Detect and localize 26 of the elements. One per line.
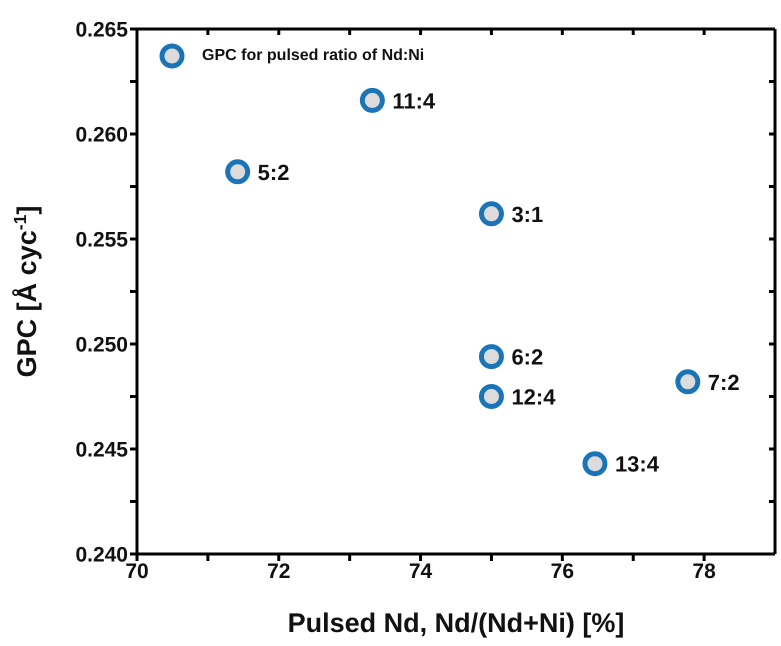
point [478, 201, 504, 226]
y-tick-label: 0.260 [75, 123, 128, 146]
point [675, 369, 700, 394]
x-tick-label: 78 [692, 560, 716, 583]
annotation: 5:2 [258, 160, 290, 185]
y-tick-label: 0.245 [75, 438, 128, 462]
x-tick-label: 70 [125, 560, 149, 583]
point [478, 344, 504, 370]
y-tick-label: 0.250 [75, 333, 128, 356]
point [225, 159, 250, 184]
x-tick-label: 72 [267, 560, 290, 583]
y-tick-label: 0.265 [75, 18, 128, 42]
y-tick-label: 0.255 [75, 228, 128, 252]
point [582, 451, 608, 476]
annotation: 13:4 [614, 452, 660, 477]
x-tick-label: 76 [550, 560, 574, 583]
annotation: 12:4 [511, 384, 556, 410]
annotation: 11:4 [392, 88, 436, 114]
annotation: 6:2 [511, 344, 544, 370]
x-axis-title: Pulsed Nd, Nd/(Nd+Ni) [%] [288, 608, 624, 638]
annotation: 3:1 [511, 202, 544, 227]
point [360, 88, 385, 113]
point [478, 384, 504, 409]
x-tick-label: 74 [408, 560, 433, 583]
legend-label: GPC for pulsed ratio of Nd:Ni [202, 47, 424, 65]
annotation: 7:2 [708, 370, 740, 395]
